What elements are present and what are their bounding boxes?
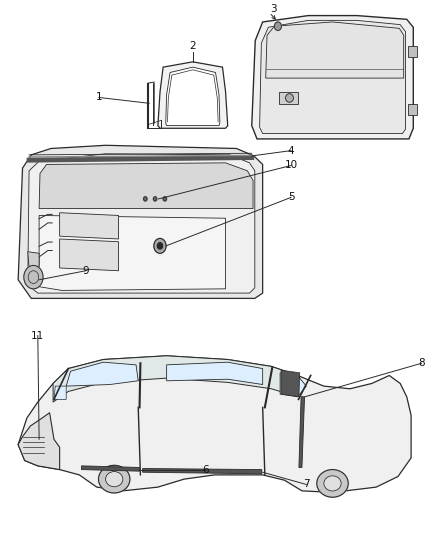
Ellipse shape	[324, 476, 341, 491]
Polygon shape	[28, 271, 39, 287]
Circle shape	[24, 265, 43, 289]
Polygon shape	[408, 46, 417, 56]
Polygon shape	[279, 92, 298, 104]
Circle shape	[163, 197, 166, 201]
Polygon shape	[81, 466, 140, 471]
Circle shape	[153, 197, 157, 201]
Polygon shape	[299, 397, 304, 467]
Circle shape	[275, 22, 282, 30]
Polygon shape	[53, 356, 297, 402]
Polygon shape	[18, 146, 263, 298]
Text: 7: 7	[303, 480, 310, 489]
Polygon shape	[39, 163, 253, 208]
Ellipse shape	[286, 94, 293, 102]
Polygon shape	[54, 386, 66, 399]
Polygon shape	[166, 67, 220, 126]
Polygon shape	[166, 362, 263, 384]
Ellipse shape	[106, 472, 123, 487]
Polygon shape	[18, 356, 411, 492]
Polygon shape	[28, 154, 255, 293]
Polygon shape	[66, 362, 138, 386]
Ellipse shape	[99, 465, 130, 493]
Text: 5: 5	[288, 192, 294, 203]
Circle shape	[157, 243, 162, 249]
Text: 6: 6	[203, 465, 209, 474]
Polygon shape	[266, 22, 404, 78]
Polygon shape	[18, 413, 60, 470]
Text: 8: 8	[418, 358, 425, 368]
Polygon shape	[60, 239, 119, 271]
Polygon shape	[281, 370, 300, 397]
Polygon shape	[408, 104, 417, 115]
Polygon shape	[39, 215, 226, 290]
Text: 4: 4	[288, 146, 294, 156]
Polygon shape	[260, 20, 406, 134]
Polygon shape	[252, 15, 413, 139]
Polygon shape	[158, 62, 228, 128]
Circle shape	[154, 238, 166, 253]
Polygon shape	[60, 213, 119, 239]
Polygon shape	[280, 373, 306, 397]
Text: 10: 10	[284, 160, 297, 171]
Ellipse shape	[317, 470, 348, 497]
Text: 1: 1	[95, 92, 102, 102]
Text: 3: 3	[270, 4, 277, 14]
Text: 11: 11	[31, 330, 44, 341]
Polygon shape	[143, 469, 262, 474]
Circle shape	[144, 197, 147, 201]
Text: 9: 9	[82, 266, 89, 276]
Text: 2: 2	[190, 41, 196, 51]
Polygon shape	[28, 252, 39, 268]
